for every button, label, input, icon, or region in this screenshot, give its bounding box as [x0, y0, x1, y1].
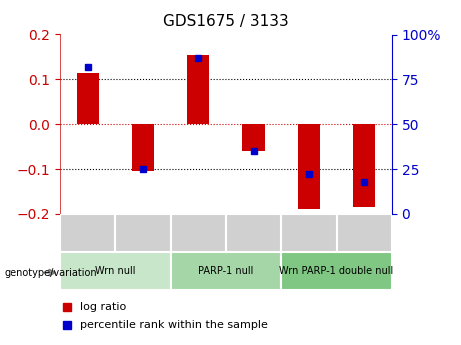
Text: log ratio: log ratio [80, 302, 126, 312]
FancyBboxPatch shape [226, 214, 281, 252]
Text: PARP-1 null: PARP-1 null [198, 266, 254, 276]
Bar [298, 124, 320, 209]
FancyBboxPatch shape [60, 252, 171, 290]
Title: GDS1675 / 3133: GDS1675 / 3133 [163, 14, 289, 29]
Text: genotype/variation: genotype/variation [5, 268, 97, 277]
Bar [77, 73, 99, 124]
Text: Wrn PARP-1 double null: Wrn PARP-1 double null [279, 266, 394, 276]
FancyBboxPatch shape [60, 214, 115, 252]
FancyBboxPatch shape [115, 214, 171, 252]
Text: percentile rank within the sample: percentile rank within the sample [80, 320, 268, 329]
FancyBboxPatch shape [171, 214, 226, 252]
Bar [187, 55, 209, 124]
Bar [353, 124, 375, 207]
FancyBboxPatch shape [281, 252, 392, 290]
Bar [132, 124, 154, 171]
Text: Wrn null: Wrn null [95, 266, 136, 276]
FancyBboxPatch shape [337, 214, 392, 252]
FancyBboxPatch shape [281, 214, 337, 252]
Bar [242, 124, 265, 151]
FancyBboxPatch shape [171, 252, 281, 290]
